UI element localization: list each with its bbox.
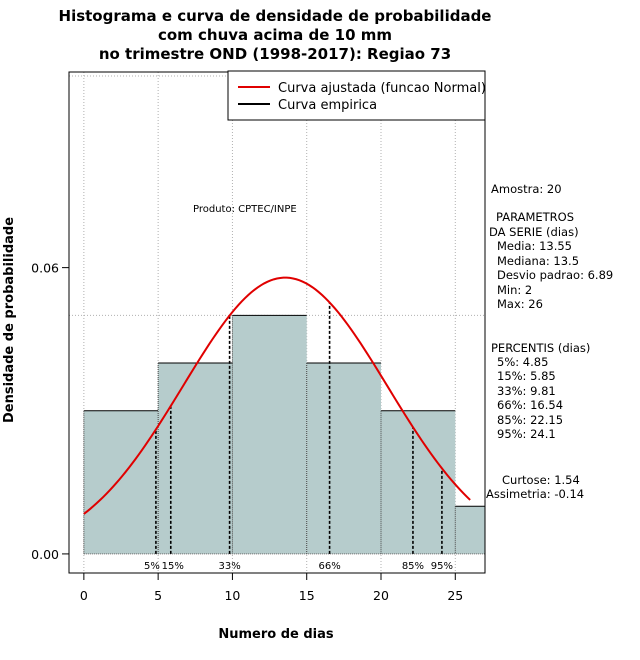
legend: Curva ajustada (funcao Normal) Curva emp… (227, 70, 486, 121)
percentil-95: 95%: 24.1 (497, 427, 556, 441)
legend-label-fitted: Curva ajustada (funcao Normal) (278, 81, 486, 96)
percentile-tick-label-66: 66% (318, 561, 340, 572)
histogram-bar-3 (232, 315, 307, 554)
histogram-bars (83, 314, 485, 555)
y-axis-title: Densidade de probabilidade (2, 217, 17, 423)
param-min: Min: 2 (497, 283, 532, 297)
x-tick-label: 0 (80, 588, 88, 603)
percentil-85: 85%: 22.15 (497, 413, 563, 427)
amostra-text: Amostra: 20 (491, 182, 562, 196)
parametros-subheader: DA SERIE (dias) (489, 225, 579, 239)
legend-box (227, 70, 486, 121)
histogram-bar-5 (381, 410, 456, 554)
percentile-tick-label-5: 5% (144, 561, 160, 572)
parametros-header: PARAMETROS (496, 210, 574, 224)
histogram-bar-2 (158, 363, 233, 554)
fitted-normal-curve (83, 276, 471, 515)
x-tick-label: 15 (299, 588, 315, 603)
percentile-tick-label-95: 95% (431, 561, 453, 572)
chart-title-line-3: no trimestre OND (1998-2017): Regiao 73 (99, 45, 451, 63)
percentile-tick-label-15: 15% (162, 561, 184, 572)
param-mediana: Mediana: 13.5 (497, 254, 579, 268)
param-max: Max: 26 (497, 297, 543, 311)
chart-title-line-1: Histograma e curva de densidade de proba… (59, 7, 492, 25)
x-tick-label: 20 (373, 588, 389, 603)
histogram-bar-4 (306, 363, 381, 554)
percentil-33: 33%: 9.81 (497, 384, 556, 398)
chart-title-line-2: com chuva acima de 10 mm (158, 26, 392, 44)
x-axis-title: Numero de dias (218, 627, 334, 642)
produto-label: Produto: CPTEC/INPE (193, 204, 297, 215)
percentile-lines: 5% 15% 33% 66% 85% 95% (144, 302, 453, 572)
y-tick-label: 0.00 (31, 547, 59, 562)
param-media: Media: 13.55 (497, 239, 572, 253)
x-tick-label: 25 (447, 588, 463, 603)
param-desvio: Desvio padrao: 6.89 (497, 268, 613, 282)
histogram-bar-1 (83, 410, 159, 554)
percentis-header: PERCENTIS (dias) (491, 341, 590, 355)
x-axis: 0 5 10 15 20 25 (80, 572, 463, 603)
y-axis: 0.00 0.06 (31, 261, 70, 562)
percentil-15: 15%: 5.85 (497, 369, 556, 383)
y-tick-label: 0.06 (31, 261, 59, 276)
curtose-text: Curtose: 1.54 (502, 473, 580, 487)
percentile-tick-label-33: 33% (218, 561, 240, 572)
x-tick-label: 5 (154, 588, 162, 603)
percentil-5: 5%: 4.85 (497, 355, 548, 369)
assimetria-text: Assimetria: -0.14 (486, 487, 584, 501)
percentile-tick-label-85: 85% (402, 561, 424, 572)
legend-label-empirical: Curva empirica (278, 98, 377, 113)
x-tick-label: 10 (224, 588, 240, 603)
percentil-66: 66%: 16.54 (497, 398, 563, 412)
histogram-bar-6 (455, 506, 485, 554)
